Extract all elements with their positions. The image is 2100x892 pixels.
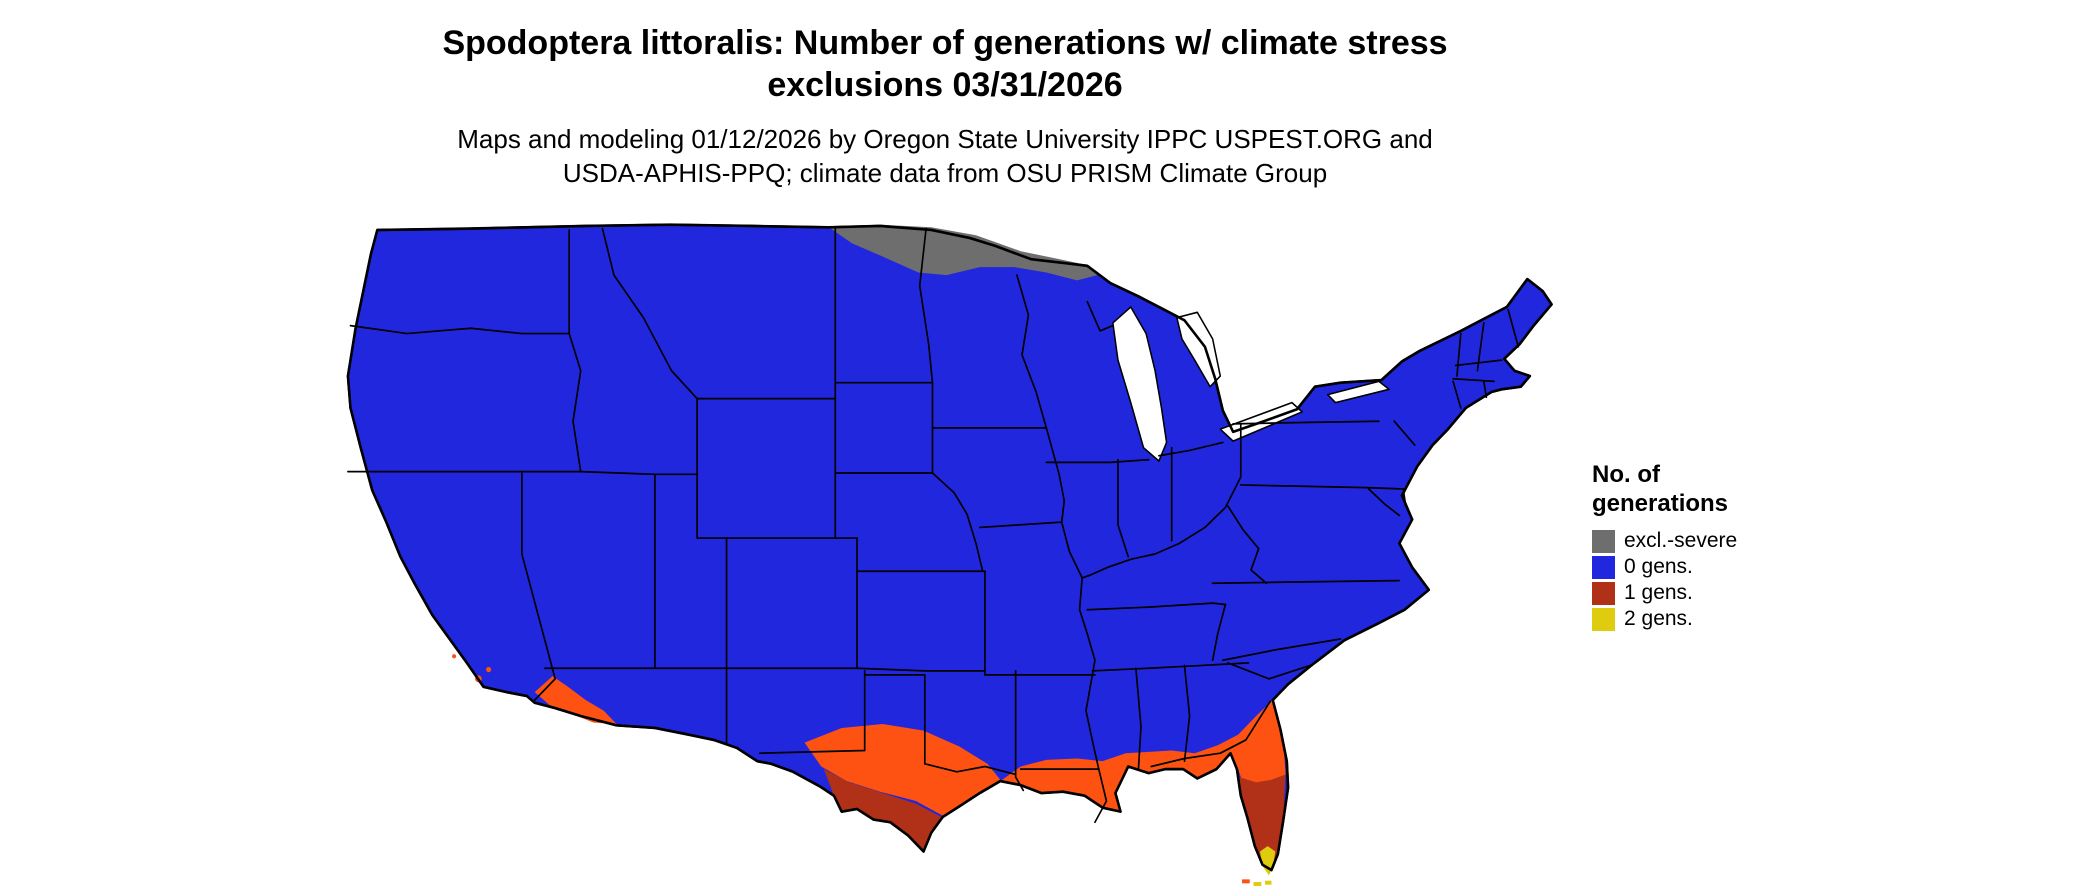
us-generations-map <box>330 222 1558 886</box>
region-1gen-south-texas <box>823 769 942 852</box>
subtitle-line-2: USDA-APHIS-PPQ; climate data from OSU PR… <box>562 158 1328 188</box>
region-1gen-south-florida <box>1239 774 1286 871</box>
legend-item-label: excl.-severe <box>1624 529 1738 552</box>
map-legend: No. of generations excl.-severe 0 gens. … <box>1592 460 1852 632</box>
region-transition-texas <box>804 723 1001 816</box>
legend-item-label: 0 gens. <box>1624 555 1693 578</box>
legend-items: excl.-severe 0 gens. 1 gens. 2 gens. <box>1592 528 1852 632</box>
legend-item-label: 2 gens. <box>1624 607 1693 630</box>
florida-keys-dash-1 <box>1242 879 1250 884</box>
title-line-2: exclusions 03/31/2026 <box>767 66 1123 104</box>
region-transition-california-spot-2 <box>486 666 492 673</box>
page-title: Spodoptera littoralis: Number of generat… <box>0 22 1890 106</box>
excl-severe-swatch <box>1592 529 1615 553</box>
two-gens-swatch <box>1592 607 1615 631</box>
legend-item-1-gens: 1 gens. <box>1592 580 1852 606</box>
legend-item-excl-severe: excl.-severe <box>1592 528 1852 554</box>
region-transition-california-spot-3 <box>452 654 457 659</box>
region-excl-severe-minnesota <box>828 224 1098 281</box>
legend-title-line-1: No. of <box>1592 461 1660 488</box>
subtitle-line-1: Maps and modeling 01/12/2026 by Oregon S… <box>457 124 1433 154</box>
legend-title: No. of generations <box>1592 460 1852 518</box>
state-borders <box>347 227 1520 824</box>
legend-item-2-gens: 2 gens. <box>1592 606 1852 632</box>
us-outline-stroke <box>346 223 1553 872</box>
page-subtitle: Maps and modeling 01/12/2026 by Oregon S… <box>0 122 1890 190</box>
title-line-1: Spodoptera littoralis: Number of generat… <box>442 24 1448 62</box>
lake-ontario <box>1326 380 1390 404</box>
legend-item-0-gens: 0 gens. <box>1592 554 1852 580</box>
zero-gens-swatch <box>1592 555 1615 579</box>
florida-keys-dash-3 <box>1265 880 1272 885</box>
florida-keys-dash-2 <box>1253 882 1262 886</box>
us-map-svg <box>346 223 1553 886</box>
legend-item-label: 1 gens. <box>1624 581 1693 604</box>
one-gens-swatch <box>1592 581 1615 605</box>
region-transition-gulf-coast <box>1000 700 1286 812</box>
lake-michigan <box>1112 306 1168 462</box>
region-transition-arizona <box>534 676 617 724</box>
legend-title-line-2: generations <box>1592 490 1729 517</box>
